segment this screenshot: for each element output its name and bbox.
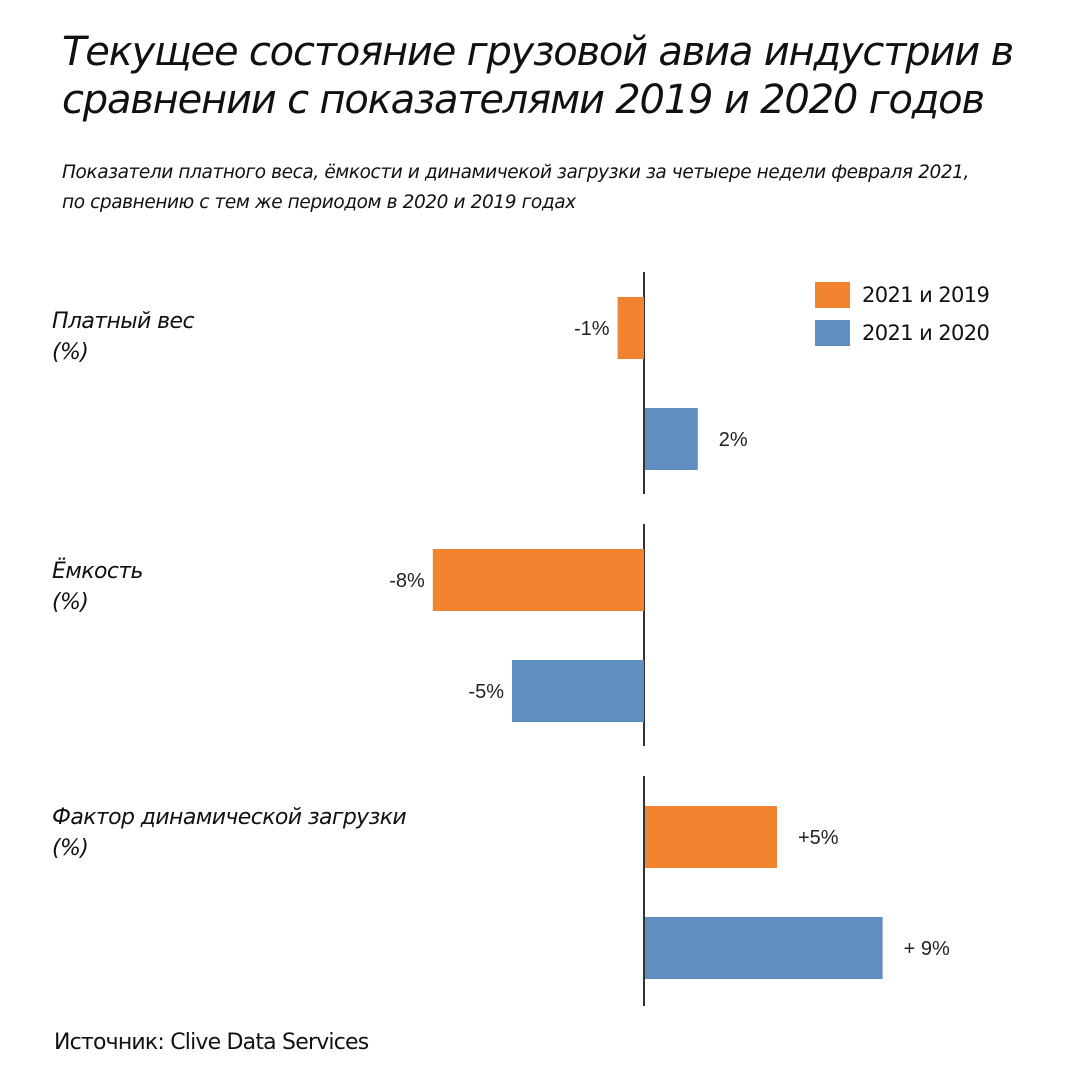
chart-subtitle-line-2: по сравнению с тем же периодом в 2020 и … [62,192,576,213]
chart-subtitle-line-1: Показатели платного веса, ёмкости и дина… [62,162,970,183]
group-label-load-factor-name: Фактор динамической загрузки [52,805,407,830]
bar-series-0-group-0 [617,297,644,359]
legend-swatch-2021-vs-2019 [815,282,850,308]
group-label-load-factor-unit: (%) [52,836,89,861]
bar-series-0-group-1 [432,549,644,611]
group-label-load-factor: Фактор динамической загрузки (%) [52,802,407,864]
chart-legend: 2021 и 2019 2021 и 2020 [815,282,990,358]
legend-label-2021-vs-2020: 2021 и 2020 [862,321,990,345]
legend-item-2021-vs-2019: 2021 и 2019 [815,282,990,308]
legend-item-2021-vs-2020: 2021 и 2020 [815,320,990,346]
legend-label-2021-vs-2019: 2021 и 2019 [862,283,990,307]
chart-subtitle: Показатели платного веса, ёмкости и дина… [62,158,1062,218]
group-label-capacity: Ёмкость (%) [52,556,144,618]
source-note: Источник: Clive Data Services [54,1030,369,1055]
bar-series-1-group-1 [512,660,644,722]
data-label-series-0-group-2: +5% [798,827,839,849]
group-label-capacity-name: Ёмкость [52,559,144,584]
chart-title-line-2: сравнении с показателями 2019 и 2020 год… [62,77,985,123]
chart-title-line-1: Текущее состояние грузовой авиа индустри… [62,29,1014,75]
group-label-capacity-unit: (%) [52,590,89,615]
data-label-series-1-group-1: -5% [468,681,504,703]
bar-series-0-group-2 [645,806,777,868]
bar-series-1-group-2 [645,917,883,979]
group-label-payload: Платный вес (%) [52,306,195,368]
group-label-payload-unit: (%) [52,340,89,365]
data-label-series-1-group-2: + 9% [904,938,950,960]
group-label-payload-name: Платный вес [52,309,195,334]
data-label-series-1-group-0: 2% [719,429,748,451]
data-label-series-0-group-0: -1% [574,318,610,340]
data-label-series-0-group-1: -8% [389,570,425,592]
chart-title: Текущее состояние грузовой авиа индустри… [62,28,1022,124]
legend-swatch-2021-vs-2020 [815,320,850,346]
bar-series-1-group-0 [645,408,698,470]
